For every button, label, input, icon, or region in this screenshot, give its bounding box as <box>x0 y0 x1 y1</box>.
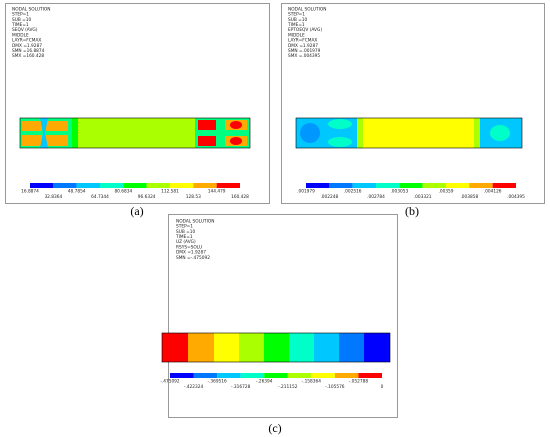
legend-swatch <box>334 373 359 378</box>
header-line: DMX =1.9287 <box>176 250 206 256</box>
header-line: SUB =10 <box>176 229 196 235</box>
legend-label: -.316728 <box>231 384 251 390</box>
header-line: SEQV (AVG) <box>12 27 38 33</box>
panel-label: (c) <box>268 421 281 435</box>
legend-label: -.475092 <box>160 378 180 384</box>
legend-label: .002248 <box>320 194 338 200</box>
legend-label: .004395 <box>507 194 525 200</box>
legend-swatch <box>376 183 400 188</box>
header-line: UZ (AVG) <box>176 239 196 245</box>
header-line: TIME=1 <box>287 22 305 28</box>
panel-frame <box>168 214 398 418</box>
header-line: MIDDLE <box>12 32 29 38</box>
legend-swatch <box>240 373 265 378</box>
legend-swatch <box>217 373 241 378</box>
legend-label: 128.53 <box>186 194 201 200</box>
panel-label: (b) <box>405 204 419 218</box>
header-line: MIDDLE <box>288 32 305 38</box>
header-line: SMN =.001979 <box>288 48 321 54</box>
legend-swatch <box>358 373 382 378</box>
legend-label: .003858 <box>460 194 478 200</box>
legend-label: 80.6834 <box>114 188 132 194</box>
legend-label: 48.7854 <box>68 188 86 194</box>
legend-swatch <box>311 373 335 378</box>
legend-label: .002516 <box>344 188 362 194</box>
header-line: LAYR=FCMAX <box>288 38 317 44</box>
legend-label: 0 <box>381 384 384 390</box>
header-line: NODAL SOLUTION <box>12 6 50 12</box>
header-line: EPTOEQV (AVG) <box>288 27 322 33</box>
header-line: DMX =1.9287 <box>12 43 42 49</box>
legend-label: -.211152 <box>278 384 298 390</box>
legend-swatch <box>399 183 423 188</box>
legend-label: 16.8874 <box>21 188 39 194</box>
legend-label: 32.8364 <box>44 194 62 200</box>
legend-swatch <box>170 183 194 188</box>
contour-plot <box>161 332 391 363</box>
legend-swatch <box>422 183 446 188</box>
legend-swatch <box>329 183 353 188</box>
header-line: SMX =160.428 <box>12 53 44 59</box>
legend-swatch <box>446 183 470 188</box>
legend-swatch <box>123 183 147 188</box>
legend-label: 160.428 <box>231 194 249 200</box>
legend-label: .003053 <box>390 188 408 194</box>
header-line: TIME=1 <box>175 234 193 240</box>
legend-swatch <box>30 183 54 188</box>
legend-label: .003321 <box>414 194 432 200</box>
legend-swatch <box>76 183 100 188</box>
header-line: TIME=1 <box>11 22 29 28</box>
header-line: NODAL SOLUTION <box>176 218 214 224</box>
header-line: NODAL SOLUTION <box>288 6 326 12</box>
header-line: SUB =10 <box>12 17 32 23</box>
header-line: RSYS=SOLU <box>176 244 202 250</box>
panel-frame <box>281 3 545 204</box>
legend-swatch <box>193 183 217 188</box>
contour-plot <box>295 117 523 149</box>
legend-label: .001979 <box>297 188 315 194</box>
legend-swatch <box>264 373 288 378</box>
legend-swatch <box>352 183 376 188</box>
legend-swatch <box>469 183 493 188</box>
legend-label: .004126 <box>484 188 502 194</box>
legend-swatch <box>193 373 218 378</box>
legend-label: 96.6324 <box>138 194 156 200</box>
legend-swatch <box>146 183 170 188</box>
header-line: LAYR=FCMAX <box>12 38 41 44</box>
legend-swatch <box>170 373 194 378</box>
header-line: SMX =.004395 <box>288 53 320 59</box>
legend-label: 64.7344 <box>91 194 109 200</box>
legend-swatch <box>100 183 124 188</box>
header-line: SUB =10 <box>288 17 308 23</box>
legend-label: -.052788 <box>349 378 369 384</box>
header-line: STEP=1 <box>176 224 193 230</box>
legend-label: -.369516 <box>207 378 227 384</box>
legend-swatch <box>306 183 330 188</box>
header-line: SMN =-.475092 <box>176 255 210 261</box>
legend-swatch <box>492 183 516 188</box>
legend-swatch <box>216 183 240 188</box>
header-line: STEP=1 <box>12 12 29 18</box>
legend-label: -.158364 <box>302 378 322 384</box>
legend-label: .00359 <box>438 188 453 194</box>
panel-frame <box>5 3 270 204</box>
legend-label: .002784 <box>367 194 385 200</box>
legend-label: -.26394 <box>256 378 273 384</box>
contour-plot <box>19 117 251 149</box>
legend-label: 144.479 <box>208 188 226 194</box>
legend-swatch <box>287 373 312 378</box>
header-line: DMX =1.9287 <box>288 43 318 49</box>
header-line: SMN =16.8874 <box>12 48 45 54</box>
legend-label: -.422324 <box>184 384 204 390</box>
legend-swatch <box>53 183 77 188</box>
legend-label: 112.581 <box>161 188 179 194</box>
header-line: STEP=1 <box>288 12 305 18</box>
panel-label: (a) <box>130 204 143 218</box>
legend-label: -.105576 <box>325 384 345 390</box>
